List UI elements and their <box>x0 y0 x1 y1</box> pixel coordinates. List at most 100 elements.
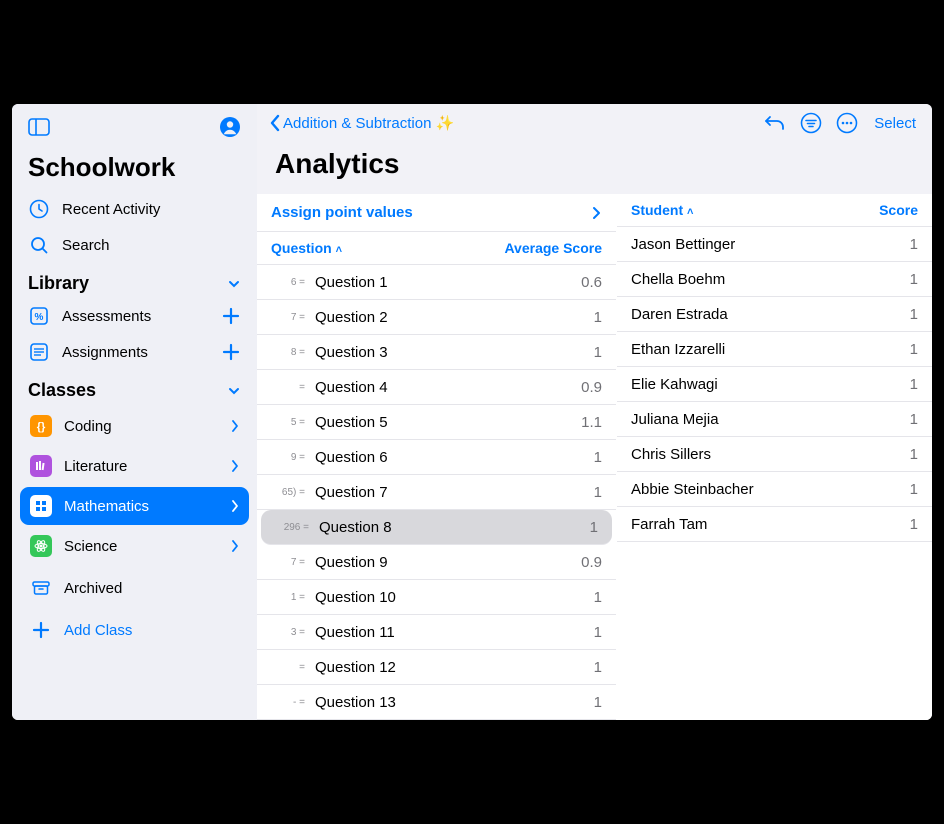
question-label: Question 5 <box>315 414 571 431</box>
plus-icon[interactable] <box>221 306 241 326</box>
question-row[interactable]: =Question 40.9 <box>257 370 616 405</box>
question-label: Question 9 <box>315 554 571 571</box>
sidebar-item-search[interactable]: Search <box>12 227 257 263</box>
question-score: 1 <box>590 519 598 536</box>
column-average-score[interactable]: Average Score <box>504 240 602 256</box>
page-title: Analytics <box>257 142 932 194</box>
select-button[interactable]: Select <box>870 115 920 132</box>
filter-icon[interactable] <box>798 110 824 136</box>
sidebar-class-mathematics[interactable]: Mathematics <box>20 487 249 525</box>
student-score: 1 <box>910 376 918 393</box>
section-label: Library <box>28 273 89 294</box>
more-icon[interactable] <box>834 110 860 136</box>
sidebar-section-library[interactable]: Library <box>12 263 257 298</box>
student-row[interactable]: Elie Kahwagi 1 <box>617 367 932 402</box>
question-score: 1 <box>594 344 602 361</box>
sidebar-item-archived[interactable]: Archived <box>20 569 249 607</box>
sidebar-item-assessments[interactable]: % Assessments <box>12 298 257 334</box>
class-icon <box>30 495 52 517</box>
sidebar-class-science[interactable]: Science <box>20 527 249 565</box>
account-icon[interactable] <box>217 114 243 140</box>
back-button[interactable]: Addition & Subtraction ✨ <box>269 114 454 132</box>
question-row[interactable]: - =Question 131 <box>257 685 616 720</box>
question-row[interactable]: 65) = Question 7 1 <box>257 475 616 510</box>
sidebar-toggle-icon[interactable] <box>26 114 52 140</box>
student-row[interactable]: Chris Sillers1 <box>617 437 932 472</box>
plus-icon[interactable] <box>221 342 241 362</box>
question-prefix: 3 = <box>271 627 305 638</box>
chevron-right-icon <box>592 206 602 220</box>
question-score: 1 <box>594 484 602 501</box>
student-row[interactable]: Ethan Izzarelli1 <box>617 332 932 367</box>
question-score: 1 <box>594 589 602 606</box>
question-row[interactable]: 3 = Question 11 1 <box>257 615 616 650</box>
sidebar-toolbar <box>12 114 257 146</box>
questions-panel: Assign point values Question ˄ Average S… <box>257 194 617 720</box>
assign-point-values[interactable]: Assign point values <box>257 194 616 232</box>
class-icon: {} <box>30 415 52 437</box>
student-row[interactable]: Juliana Mejia1 <box>617 402 932 437</box>
student-score: 1 <box>910 236 918 253</box>
sidebar-item-label: Assessments <box>62 308 151 325</box>
question-score: 1 <box>594 624 602 641</box>
question-label: Question 2 <box>315 309 584 326</box>
question-prefix: 8 = <box>271 347 305 358</box>
sidebar-class-coding[interactable]: {} Coding <box>20 407 249 445</box>
student-name: Abbie Steinbacher <box>631 481 754 498</box>
app-title: Schoolwork <box>12 146 257 191</box>
sidebar-item-recent[interactable]: Recent Activity <box>12 191 257 227</box>
sidebar-item-label: Coding <box>64 418 112 435</box>
question-row[interactable]: 6 =Question 10.6 <box>257 265 616 300</box>
question-prefix: 65) = <box>271 487 305 498</box>
question-row[interactable]: 296 =Question 81 <box>261 510 612 545</box>
sidebar-add-class[interactable]: Add Class <box>20 611 249 649</box>
question-score: 1.1 <box>581 414 602 431</box>
sort-up-icon: ˄ <box>687 206 693 218</box>
question-row[interactable]: 5 =Question 51.1 <box>257 405 616 440</box>
sidebar-class-literature[interactable]: Literature <box>20 447 249 485</box>
list-icon <box>28 341 50 363</box>
student-row[interactable]: Chella Boehm1 <box>617 262 932 297</box>
student-row[interactable]: Jason Bettinger 1 <box>617 227 932 262</box>
question-row[interactable]: 8 =Question 31 <box>257 335 616 370</box>
student-score: 1 <box>910 271 918 288</box>
question-prefix: 7 = <box>271 557 305 568</box>
class-icon <box>30 535 52 557</box>
question-label: Question 11 <box>315 624 584 641</box>
chevron-down-icon <box>227 277 241 291</box>
question-row[interactable]: 9 =Question 61 <box>257 440 616 475</box>
sidebar-item-label: Literature <box>64 458 127 475</box>
clock-icon <box>28 198 50 220</box>
student-row[interactable]: Farrah Tam1 <box>617 507 932 542</box>
sidebar: Schoolwork Recent Activity Search Librar… <box>12 104 257 720</box>
question-prefix: 1 = <box>271 592 305 603</box>
content-split: Assign point values Question ˄ Average S… <box>257 194 932 720</box>
question-score: 0.6 <box>581 274 602 291</box>
student-name: Jason Bettinger <box>631 236 735 253</box>
question-prefix: 6 = <box>271 277 305 288</box>
question-prefix: = <box>271 662 305 673</box>
question-score: 1 <box>594 449 602 466</box>
student-name: Elie Kahwagi <box>631 376 718 393</box>
student-name: Chris Sillers <box>631 446 711 463</box>
student-score: 1 <box>910 306 918 323</box>
student-name: Ethan Izzarelli <box>631 341 725 358</box>
sidebar-item-assignments[interactable]: Assignments <box>12 334 257 370</box>
question-row[interactable]: =Question 121 <box>257 650 616 685</box>
student-row[interactable]: Abbie Steinbacher1 <box>617 472 932 507</box>
question-prefix: = <box>271 382 305 393</box>
column-question[interactable]: Question ˄ <box>271 240 342 256</box>
sidebar-item-label: Search <box>62 237 110 254</box>
questions-header: Question ˄ Average Score <box>257 232 616 265</box>
question-prefix: - = <box>271 697 305 708</box>
sidebar-item-label: Mathematics <box>64 498 149 515</box>
question-row[interactable]: 7 =Question 21 <box>257 300 616 335</box>
column-score[interactable]: Score <box>879 202 918 218</box>
sidebar-section-classes[interactable]: Classes <box>12 370 257 405</box>
question-label: Question 7 <box>315 484 584 501</box>
question-row[interactable]: 7 =Question 90.9 <box>257 545 616 580</box>
undo-icon[interactable] <box>762 110 788 136</box>
column-student[interactable]: Student ˄ <box>631 202 693 218</box>
student-row[interactable]: Daren Estrada1 <box>617 297 932 332</box>
question-row[interactable]: 1 =Question 101 <box>257 580 616 615</box>
